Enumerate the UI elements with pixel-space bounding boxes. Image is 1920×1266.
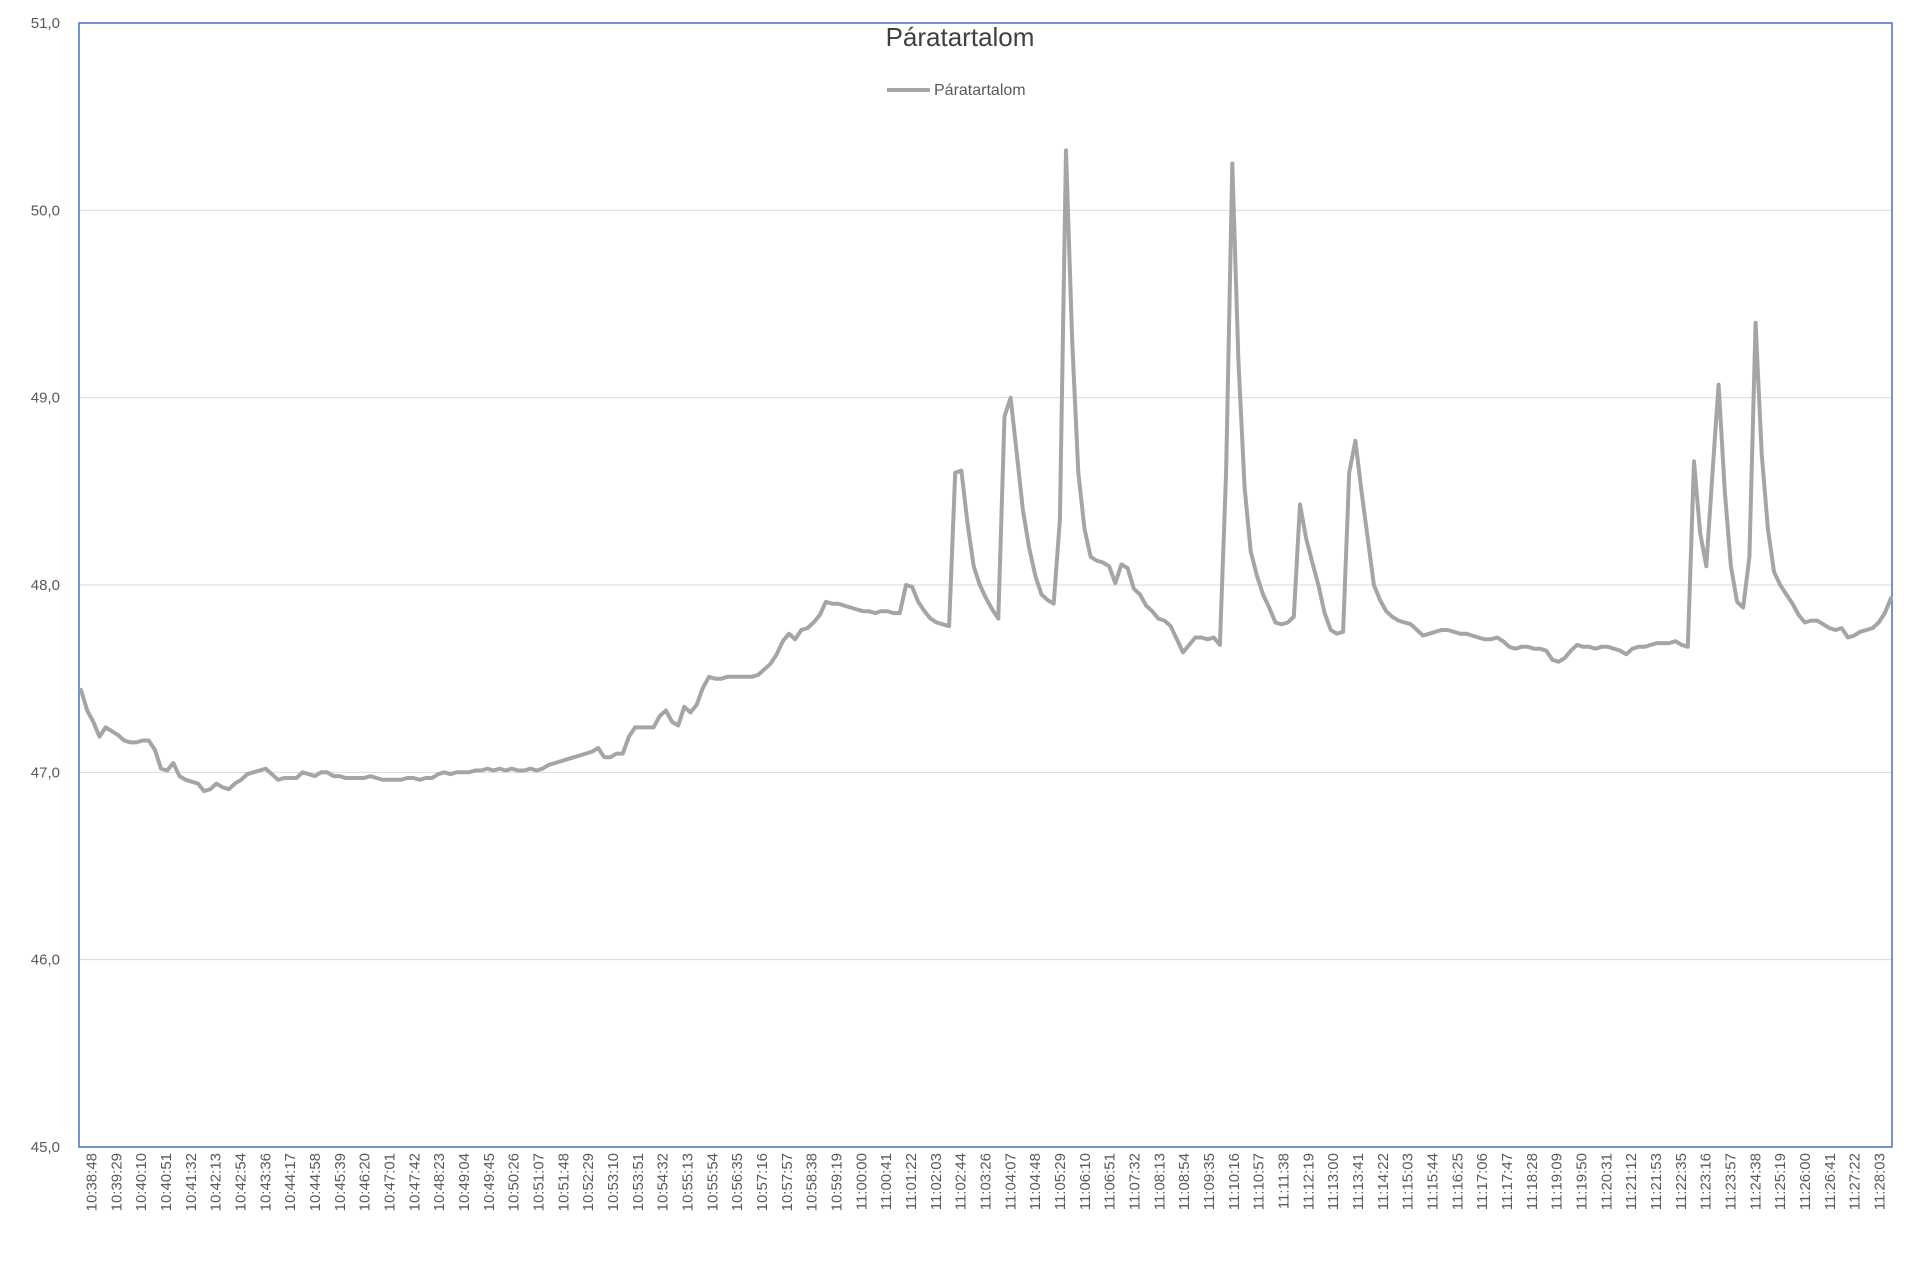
x-tick-label: 11:23:16 [1698, 1153, 1715, 1210]
x-tick-label: 11:16:25 [1449, 1153, 1466, 1210]
x-tick-label: 11:20:31 [1598, 1153, 1615, 1210]
x-tick-label: 10:40:10 [133, 1153, 150, 1211]
x-tick-label: 10:55:13 [680, 1153, 697, 1211]
x-tick-label: 10:39:29 [108, 1153, 125, 1211]
plot-area-border [78, 22, 1893, 1148]
x-tick-label: 11:04:48 [1027, 1153, 1044, 1210]
x-tick-label: 11:09:35 [1201, 1153, 1218, 1210]
y-axis-ticks: 45,0 46,0 47,0 48,0 49,0 50,0 51,0 [31, 15, 60, 1156]
x-tick-label: 11:06:10 [1077, 1153, 1094, 1210]
x-tick-label: 11:15:44 [1425, 1153, 1442, 1210]
x-tick-label: 10:54:32 [655, 1153, 672, 1211]
x-tick-label: 10:45:39 [332, 1153, 349, 1211]
x-tick-label: 11:28:03 [1872, 1153, 1889, 1210]
y-tick-label: 51,0 [31, 15, 60, 32]
x-tick-label: 11:25:19 [1772, 1153, 1789, 1210]
x-tick-label: 11:02:44 [953, 1153, 970, 1210]
x-tick-label: 11:13:41 [1350, 1153, 1367, 1210]
x-tick-label: 11:17:47 [1499, 1153, 1516, 1210]
x-tick-label: 10:53:10 [605, 1153, 622, 1211]
x-tick-label: 11:14:22 [1375, 1153, 1392, 1210]
x-tick-label: 10:48:23 [431, 1153, 448, 1211]
x-tick-label: 11:13:00 [1325, 1153, 1342, 1210]
x-tick-label: 10:40:51 [158, 1153, 175, 1211]
x-tick-label: 11:15:03 [1400, 1153, 1417, 1210]
series-layer [79, 148, 1893, 794]
x-tick-label: 10:51:48 [555, 1153, 572, 1211]
x-tick-label: 11:22:35 [1673, 1153, 1690, 1210]
x-tick-label: 11:19:50 [1574, 1153, 1591, 1210]
x-tick-label: 11:26:41 [1822, 1153, 1839, 1210]
x-tick-label: 10:59:19 [829, 1153, 846, 1211]
x-tick-label: 11:10:57 [1251, 1153, 1268, 1210]
x-tick-label: 10:51:07 [531, 1153, 548, 1211]
x-tick-label: 11:19:09 [1549, 1153, 1566, 1210]
x-tick-label: 11:10:16 [1226, 1153, 1243, 1210]
x-tick-label: 11:12:19 [1300, 1153, 1317, 1210]
y-tick-label: 45,0 [31, 1139, 60, 1156]
x-tick-label: 10:53:51 [630, 1153, 647, 1211]
x-tick-label: 10:50:26 [506, 1153, 523, 1211]
x-tick-label: 10:55:54 [704, 1153, 721, 1211]
x-tick-label: 10:42:13 [208, 1153, 225, 1211]
x-tick-label: 11:21:12 [1623, 1153, 1640, 1210]
legend: Páratartalom [887, 82, 1026, 99]
x-tick-label: 10:46:20 [357, 1153, 374, 1211]
x-tick-label: 11:17:06 [1474, 1153, 1491, 1210]
x-tick-label: 11:00:41 [878, 1153, 895, 1210]
x-tick-label: 11:01:22 [903, 1153, 920, 1210]
series-line-paratartalom [79, 148, 1893, 794]
x-tick-label: 11:24:38 [1747, 1153, 1764, 1210]
x-tick-label: 11:21:53 [1648, 1153, 1665, 1210]
x-tick-label: 10:38:48 [83, 1153, 100, 1211]
x-tick-label: 11:27:22 [1847, 1153, 1864, 1210]
legend-label: Páratartalom [934, 82, 1026, 99]
x-tick-label: 11:00:00 [853, 1153, 870, 1210]
x-tick-label: 10:49:45 [481, 1153, 498, 1211]
x-tick-label: 10:52:29 [580, 1153, 597, 1211]
x-tick-label: 10:44:58 [307, 1153, 324, 1211]
x-tick-label: 10:56:35 [729, 1153, 746, 1211]
x-tick-label: 11:06:51 [1102, 1153, 1119, 1210]
y-tick-label: 46,0 [31, 952, 60, 969]
x-tick-label: 11:03:26 [978, 1153, 995, 1210]
x-tick-label: 11:11:38 [1276, 1153, 1293, 1209]
y-tick-label: 48,0 [31, 577, 60, 594]
chart-title: Páratartalom [886, 22, 1035, 52]
gridlines [79, 209, 1892, 961]
x-tick-label: 11:04:07 [1002, 1153, 1019, 1210]
x-tick-label: 10:44:17 [282, 1153, 299, 1211]
x-axis-ticks: 10:38:48 10:39:29 10:40:10 10:40:51 10:41:32… [83, 1153, 1888, 1211]
y-tick-label: 47,0 [31, 764, 60, 781]
x-tick-label: 11:07:32 [1127, 1153, 1144, 1210]
x-tick-label: 11:08:54 [1176, 1153, 1193, 1210]
x-tick-label: 10:57:16 [754, 1153, 771, 1211]
x-tick-label: 10:47:01 [381, 1153, 398, 1211]
y-tick-label: 49,0 [31, 390, 60, 407]
y-tick-label: 50,0 [31, 202, 60, 219]
x-tick-label: 10:47:42 [406, 1153, 423, 1211]
x-tick-label: 11:23:57 [1723, 1153, 1740, 1210]
x-tick-label: 11:18:28 [1524, 1153, 1541, 1210]
x-tick-label: 11:02:03 [928, 1153, 945, 1210]
x-tick-label: 10:58:38 [804, 1153, 821, 1211]
x-tick-label: 11:08:13 [1151, 1153, 1168, 1210]
x-tick-label: 10:57:57 [779, 1153, 796, 1211]
x-tick-label: 10:49:04 [456, 1153, 473, 1211]
x-tick-label: 11:26:00 [1797, 1153, 1814, 1210]
x-tick-label: 10:41:32 [183, 1153, 200, 1211]
x-tick-label: 11:05:29 [1052, 1153, 1069, 1210]
x-tick-label: 10:42:54 [232, 1153, 249, 1211]
x-tick-label: 10:43:36 [257, 1153, 274, 1211]
